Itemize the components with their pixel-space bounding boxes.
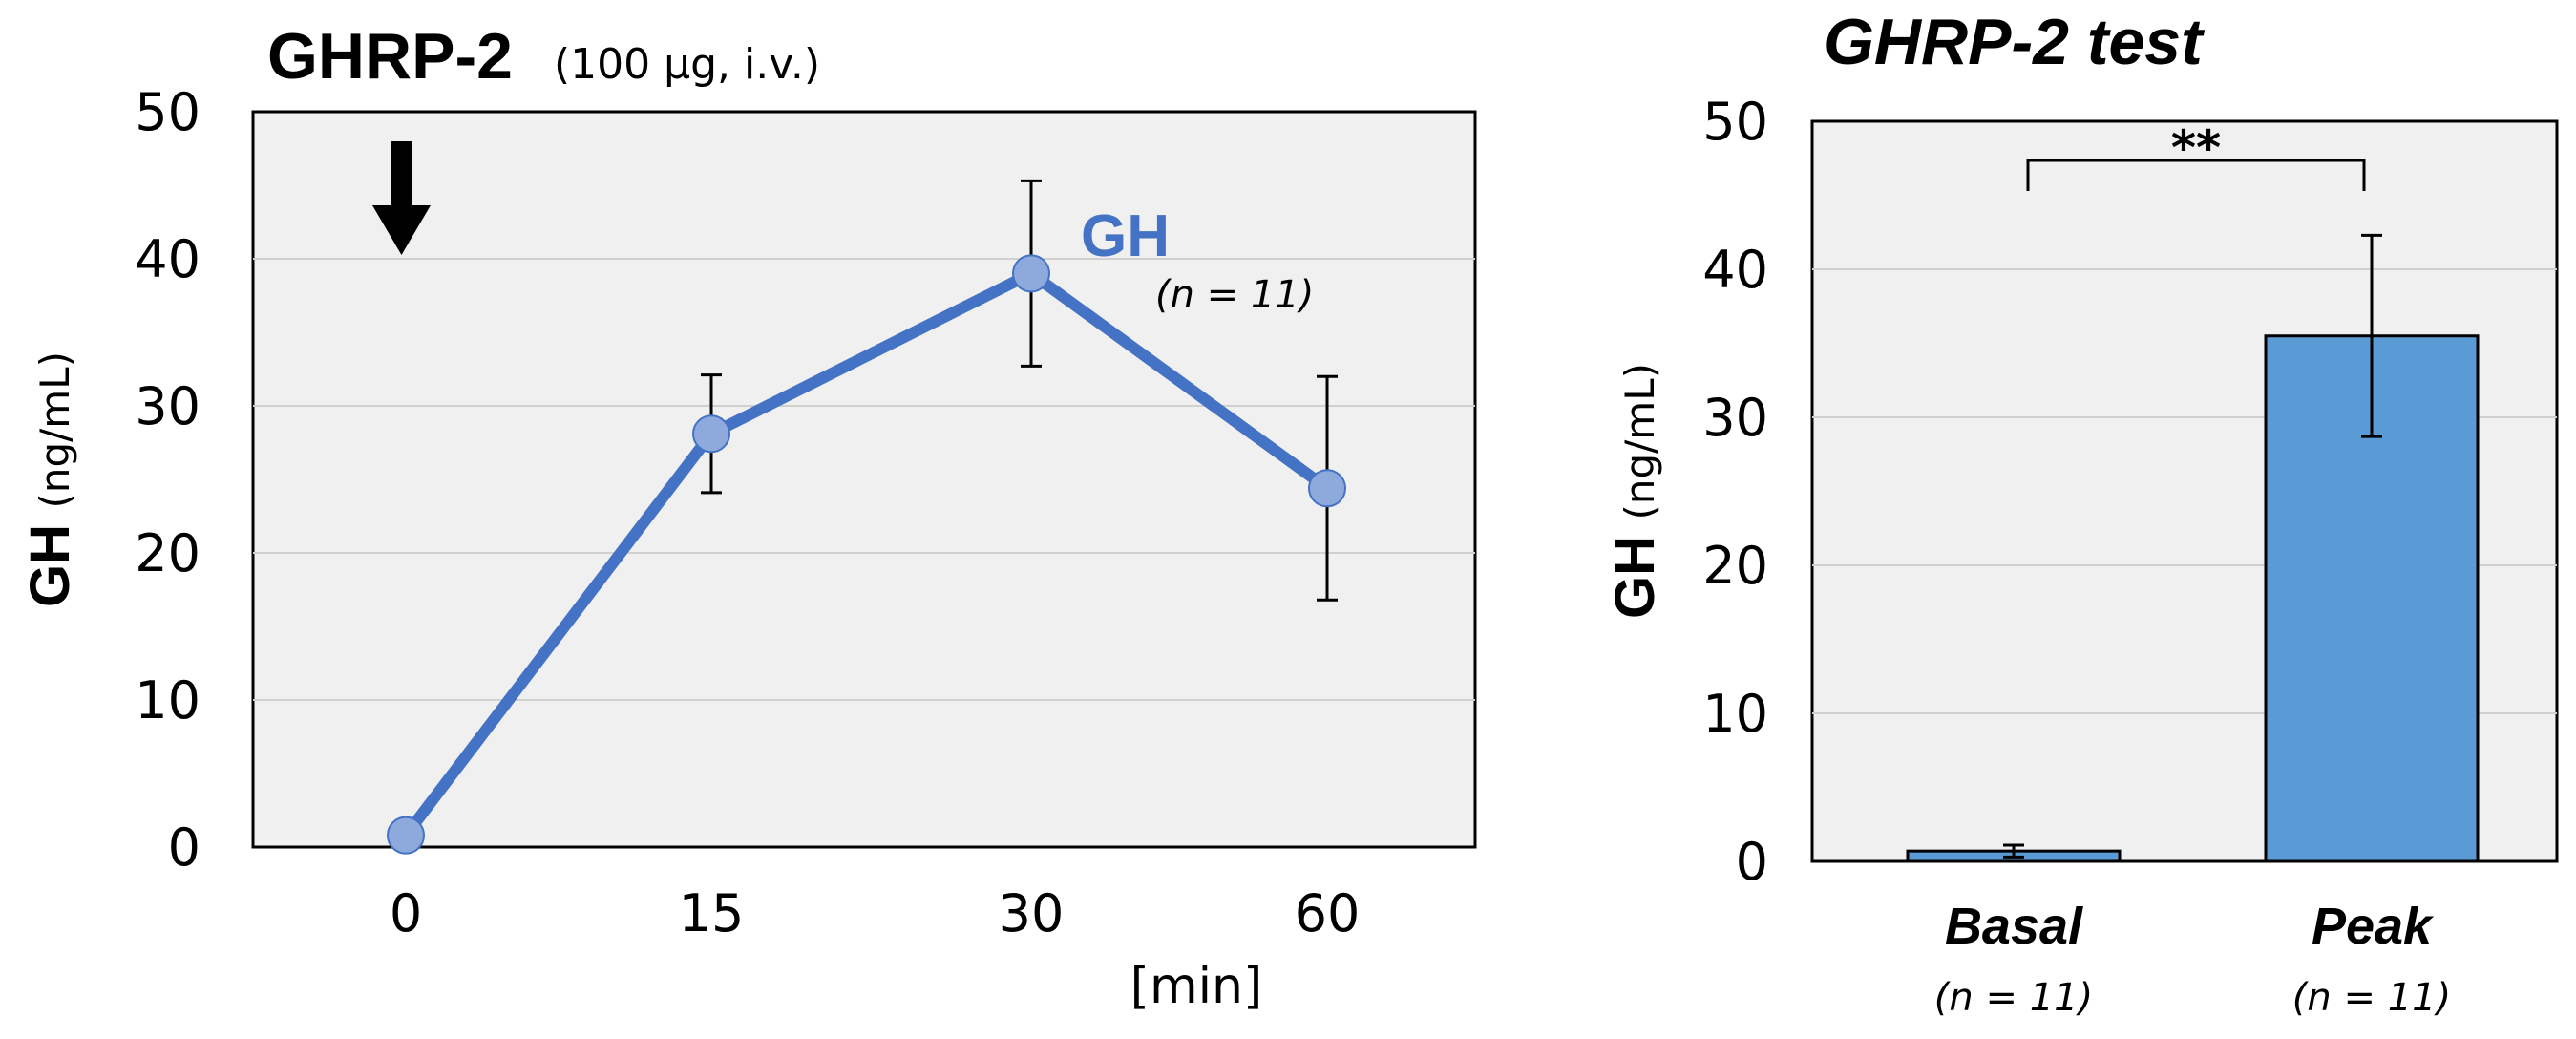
category-n-label: (n = 11): [2292, 976, 2451, 1020]
line-x-unit-label: [min]: [1130, 958, 1263, 1015]
y-tick-label: 0: [1736, 832, 1768, 892]
line-y-label-unit: (ng/mL): [32, 351, 78, 509]
y-tick-label: 30: [1702, 388, 1768, 448]
line-chart-subtitle: (100 µg, i.v.): [554, 40, 820, 89]
line-chart: GHRP-2 (100 µg, i.v.) 0 10 20 30 40 50 0 15 30 6…: [19, 20, 1477, 1015]
line-series-label: GH: [1081, 203, 1170, 269]
x-tick-label: 0: [390, 883, 422, 944]
line-chart-title: GHRP-2: [267, 20, 513, 93]
y-tick-label: 40: [135, 229, 201, 289]
bar-y-label-main: GH: [1604, 536, 1666, 619]
significance-marker: **: [2171, 120, 2221, 176]
category-label: Basal: [1945, 898, 2083, 955]
line-gridlines: [253, 258, 1475, 701]
line-y-label-main: GH: [19, 524, 81, 607]
data-point: [387, 816, 425, 855]
bar-y-tick-labels: 0 10 20 30 40 50: [1702, 92, 1768, 892]
line-series-n-label: (n = 11): [1155, 273, 1314, 317]
y-tick-label: 20: [135, 523, 201, 583]
line-y-tick-labels: 0 10 20 30 40 50: [135, 82, 201, 878]
x-tick-label: 30: [999, 883, 1065, 944]
line-x-tick-labels: 0 15 30 60: [390, 883, 1361, 944]
y-tick-label: 50: [1702, 92, 1768, 152]
line-series-gh: [387, 179, 1346, 855]
bar-y-axis-label: GH (ng/mL): [1604, 363, 1666, 619]
y-tick-label: 0: [168, 817, 201, 878]
category-label: Peak: [2312, 898, 2435, 955]
bar-category-labels: Basal (n = 11) Peak (n = 11): [1934, 898, 2451, 1020]
bar-chart: GHRP-2 test 0 10 20 30 40 50 GH (ng/mL) Basal…: [1604, 6, 2559, 1020]
bar-y-label-unit: (ng/mL): [1616, 363, 1663, 520]
data-point: [692, 414, 730, 454]
data-point: [1308, 469, 1346, 508]
bar-chart-title: GHRP-2 test: [1824, 6, 2205, 78]
bar-series: [1906, 233, 2480, 863]
y-tick-label: 20: [1702, 536, 1768, 596]
series-line: [400, 267, 1333, 841]
injection-arrow: [372, 141, 431, 255]
svg-text:GH (ng/mL): GH (ng/mL): [1604, 363, 1666, 619]
y-tick-label: 10: [135, 670, 201, 731]
y-tick-label: 50: [135, 82, 201, 142]
svg-text:GH (ng/mL): GH (ng/mL): [19, 351, 81, 607]
category-n-label: (n = 11): [1934, 976, 2093, 1020]
significance-bracket: **: [2026, 120, 2366, 191]
x-tick-label: 15: [679, 883, 745, 944]
y-tick-label: 40: [1702, 240, 1768, 300]
line-plot-area: [251, 110, 1477, 849]
data-point: [1012, 254, 1050, 293]
x-tick-label: 60: [1295, 883, 1361, 944]
y-tick-label: 10: [1702, 684, 1768, 744]
y-tick-label: 30: [135, 376, 201, 436]
line-y-axis-label: GH (ng/mL): [19, 351, 81, 607]
